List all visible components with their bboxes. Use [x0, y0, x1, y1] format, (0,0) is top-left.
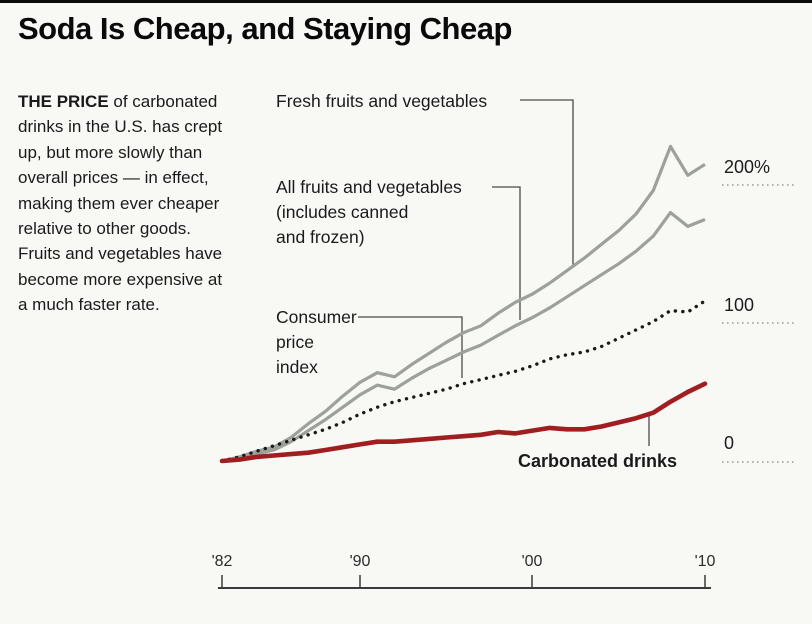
- fresh-pointer-line: [520, 99, 574, 267]
- y-gridlines: [722, 184, 797, 463]
- line-all-fruits-vegetables: [221, 211, 706, 463]
- page-title: Soda Is Cheap, and Staying Cheap: [18, 11, 512, 46]
- annotation-fresh-fruits-vegetables: Fresh fruits and vegetables: [276, 91, 488, 111]
- x-axis-label-00: '00: [521, 553, 543, 570]
- lede-paragraph: THE PRICE of carbonated drinks in the U.…: [18, 89, 226, 318]
- x-axis-label-10: '10: [694, 553, 716, 570]
- y-axis-label-200: 200%: [724, 157, 771, 177]
- x-axis: [218, 575, 711, 589]
- x-axis-label-90: '90: [349, 553, 371, 570]
- x-axis-label-82: '82: [211, 553, 233, 570]
- y-axis-label-100: 100: [724, 295, 755, 315]
- annotation-consumer-price-index: Consumer price index: [276, 305, 357, 380]
- all-pointer-line: [492, 186, 521, 320]
- annotation-all-fruits-vegetables: All fruits and vegetables (includes cann…: [276, 175, 462, 250]
- line-consumer-price-index: [220, 299, 707, 463]
- annotation-cpi-line1: Consumer: [276, 307, 357, 327]
- annotation-pointer-lines: [358, 99, 650, 446]
- annotation-all-line1: All fruits and vegetables: [276, 177, 462, 197]
- annotation-cpi-line3: index: [276, 357, 318, 377]
- annotation-carbonated-drinks: Carbonated drinks: [518, 451, 678, 471]
- line-fresh-fruits-vegetables: [221, 144, 706, 463]
- annotation-cpi-line2: price: [276, 332, 314, 352]
- annotation-all-line3: and frozen): [276, 227, 365, 247]
- lede-lead-in: THE PRICE: [18, 92, 109, 111]
- line-carbonated-drinks: [219, 381, 708, 464]
- lede-body: of carbonated drinks in the U.S. has cre…: [18, 92, 223, 315]
- annotation-all-line2: (includes canned: [276, 202, 409, 222]
- price-chart: [218, 99, 797, 589]
- cpi-pointer-line: [358, 316, 463, 378]
- y-axis-label-0: 0: [724, 433, 735, 453]
